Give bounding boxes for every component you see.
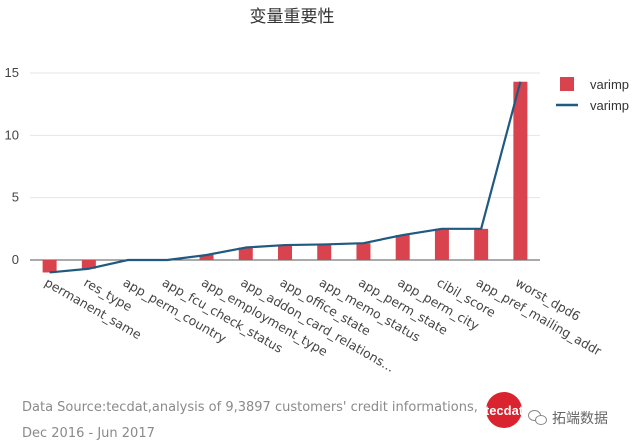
bar: [81, 260, 96, 269]
y-tick-label: 5: [12, 190, 19, 205]
data-source-line-2: Dec 2016 - Jun 2017: [22, 426, 155, 441]
data-source-line-1: Data Source:tecdat,analysis of 9,3897 cu…: [22, 400, 478, 415]
y-tick-label: 10: [5, 127, 19, 142]
bar: [42, 260, 57, 273]
bar: [395, 235, 410, 260]
wechat-account-name: 拓端数据: [552, 411, 608, 427]
series-line: [49, 81, 522, 274]
grid: [30, 72, 540, 261]
legend-bar-label: varimp: [590, 77, 629, 92]
legend-bar-swatch: [560, 77, 574, 91]
bar: [434, 228, 449, 260]
bar: [278, 245, 292, 260]
chart-title: 变量重要性: [250, 7, 335, 27]
y-tick-label: 15: [5, 65, 19, 80]
line-series: [49, 81, 522, 274]
bar: [199, 255, 214, 260]
tecdat-logo: tecdat: [485, 392, 523, 428]
legend: varimp varimp: [556, 77, 629, 113]
bar: [513, 81, 528, 260]
wechat-badge: 拓端数据: [528, 408, 608, 428]
bar: [317, 244, 332, 260]
bar: [474, 228, 489, 260]
bar-series: [42, 81, 528, 273]
y-tick-label: 0: [12, 252, 19, 267]
legend-line-label: varimp: [590, 98, 629, 113]
bar: [356, 243, 371, 260]
wechat-icon: [528, 410, 548, 426]
bar: [238, 247, 253, 260]
y-axis: 0 5 10 15: [5, 65, 19, 267]
x-axis: permanent_sameres_typeapp_perm_countryap…: [42, 275, 605, 375]
